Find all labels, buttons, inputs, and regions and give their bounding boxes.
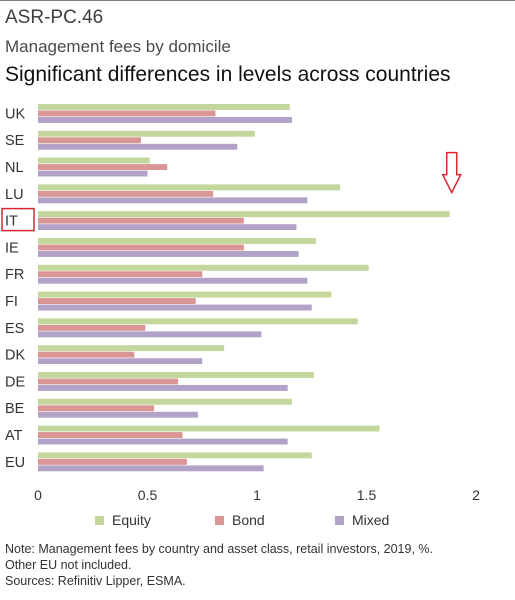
- category-label: IT: [5, 214, 18, 230]
- bar-equity: [38, 425, 380, 432]
- category-label: BE: [5, 401, 25, 417]
- category-label: DE: [5, 374, 25, 390]
- category-label: ES: [5, 321, 24, 337]
- x-tick-label: 1.5: [357, 487, 377, 503]
- bar-equity: [38, 157, 150, 164]
- note-line: Note: Management fees by country and ass…: [5, 542, 433, 556]
- legend-label: Mixed: [352, 512, 389, 528]
- bar-equity: [38, 104, 290, 110]
- x-tick-label: 1: [253, 487, 261, 503]
- legend-swatch: [335, 516, 344, 525]
- bar-equity: [38, 211, 450, 218]
- bar-mixed: [38, 224, 297, 231]
- top-border: [0, 0, 515, 1]
- bar-bond: [38, 298, 196, 304]
- legend-label: Bond: [232, 512, 265, 528]
- legend-swatch: [215, 516, 224, 525]
- bar-equity: [38, 264, 369, 271]
- category-label: FI: [5, 294, 18, 310]
- bar-equity: [38, 130, 255, 137]
- chart-code: ASR-PC.46: [5, 7, 104, 28]
- legend-label: Equity: [112, 512, 151, 528]
- bar-mixed: [38, 465, 264, 472]
- bar-mixed: [38, 358, 203, 365]
- bar-bond: [38, 432, 183, 438]
- bar-bond: [38, 351, 135, 358]
- category-label: FR: [5, 267, 24, 283]
- bar-equity: [38, 452, 312, 459]
- bar-mixed: [38, 385, 288, 391]
- chart-title: Significant differences in levels across…: [5, 63, 451, 86]
- bar-bond: [38, 164, 168, 170]
- x-tick-label: 2: [472, 487, 480, 503]
- bar-bond: [38, 217, 244, 224]
- highlight-box: [1, 207, 35, 232]
- category-label: NL: [5, 160, 24, 176]
- x-tick-label: 0.5: [138, 487, 158, 503]
- category-label: DK: [5, 348, 25, 364]
- bar-mixed: [38, 277, 308, 284]
- legend-swatch: [95, 516, 104, 525]
- bar-mixed: [38, 197, 308, 204]
- highlight-arrow: [441, 151, 462, 195]
- bar-bond: [38, 271, 203, 278]
- x-tick-label: 0: [34, 487, 42, 503]
- bar-bond: [38, 244, 244, 251]
- category-label: IE: [5, 240, 19, 256]
- bar-equity: [38, 318, 358, 325]
- sources-line: Sources: Refinitiv Lipper, ESMA.: [5, 574, 186, 588]
- bar-mixed: [38, 143, 238, 150]
- bar-bond: [38, 405, 155, 412]
- bar-bond: [38, 378, 179, 385]
- bar-chart: UK SE NL LU IT IE FR FI ES DK DE BE AT EU 0 0.5 1 1.5 2 Equ…: [1, 104, 480, 528]
- chart-notes: Note: Management fees by country and ass…: [5, 541, 433, 589]
- bar-bond: [38, 324, 146, 331]
- bar-mixed: [38, 170, 148, 177]
- bar-equity: [38, 398, 293, 405]
- bar-mixed: [38, 331, 262, 338]
- category-label: SE: [5, 133, 25, 149]
- bar-mixed: [38, 117, 293, 123]
- bar-equity: [38, 345, 225, 352]
- bar-mixed: [38, 251, 299, 257]
- category-label: LU: [5, 187, 24, 203]
- bar-mixed: [38, 411, 198, 418]
- category-label: EU: [5, 455, 25, 471]
- note-line-2: Other EU not included.: [5, 558, 132, 572]
- bar-equity: [38, 184, 341, 191]
- bar-bond: [38, 137, 141, 144]
- bar-equity: [38, 291, 332, 298]
- bar-mixed: [38, 304, 312, 311]
- bar-bond: [38, 110, 216, 117]
- category-label: UK: [5, 106, 25, 122]
- bar-bond: [38, 458, 187, 465]
- chart-subtitle: Management fees by domicile: [5, 37, 231, 56]
- bar-mixed: [38, 438, 288, 445]
- category-label: AT: [5, 428, 23, 444]
- bar-equity: [38, 372, 314, 378]
- bar-bond: [38, 190, 214, 197]
- bar-equity: [38, 238, 317, 244]
